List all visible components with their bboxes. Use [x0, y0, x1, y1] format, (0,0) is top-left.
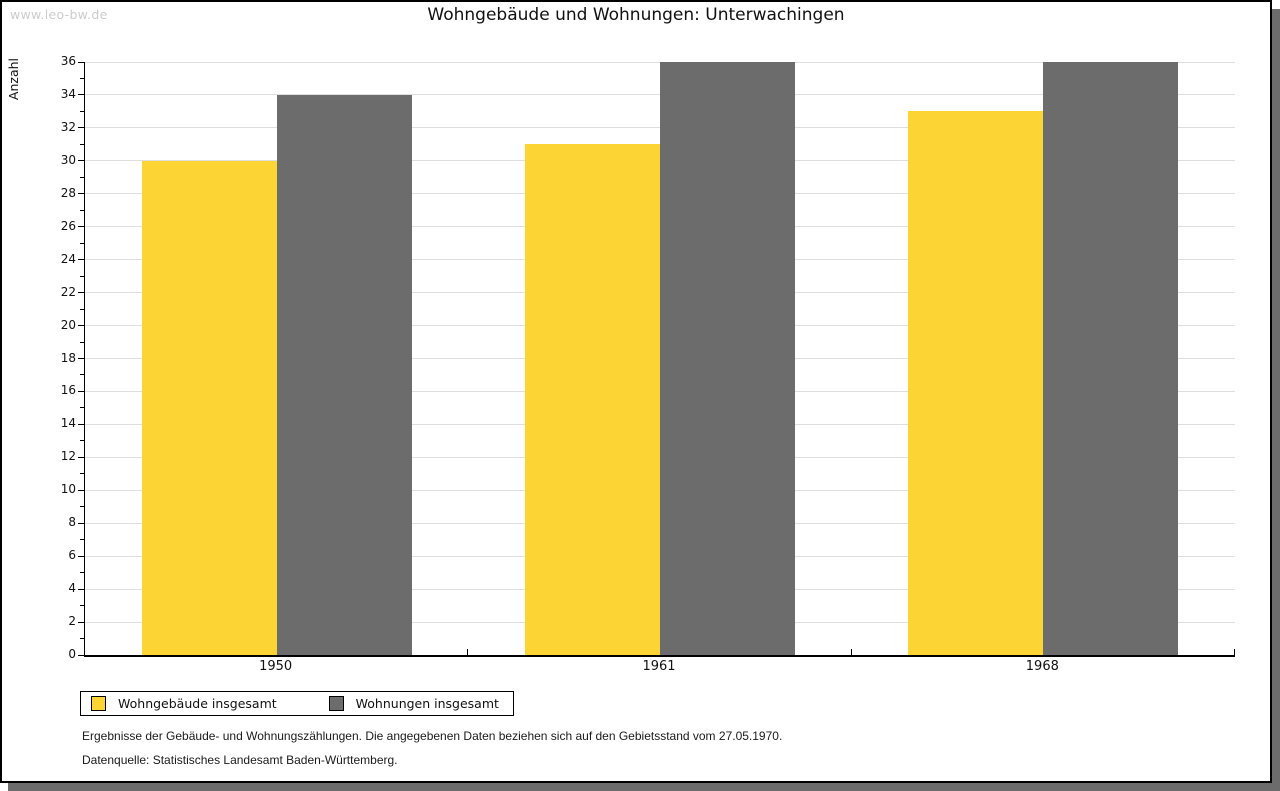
y-tick-label: 22	[60, 284, 76, 299]
y-minor-tick	[80, 638, 84, 640]
y-tick-label: 16	[60, 383, 76, 398]
y-minor-tick	[80, 143, 84, 145]
y-major-tick	[78, 621, 84, 623]
y-major-tick	[78, 522, 84, 524]
y-minor-tick	[80, 572, 84, 574]
y-minor-tick	[80, 605, 84, 607]
x-tick-label: 1961	[642, 659, 676, 674]
y-major-tick	[78, 358, 84, 359]
y-minor-tick	[80, 506, 84, 508]
legend-label: Wohnungen insgesamt	[355, 696, 499, 711]
x-axis-tick	[850, 649, 852, 655]
legend-swatch	[91, 696, 106, 711]
y-tick-label: 10	[60, 482, 76, 497]
y-minor-tick	[80, 308, 84, 310]
bar-series1-1961	[525, 144, 660, 655]
y-major-tick	[78, 94, 84, 96]
y-major-tick	[78, 456, 84, 458]
y-minor-tick	[80, 275, 84, 277]
y-minor-tick	[80, 539, 84, 541]
y-major-tick	[78, 160, 84, 162]
y-major-tick	[78, 489, 84, 491]
y-minor-tick	[80, 440, 84, 442]
y-major-tick	[78, 226, 84, 228]
y-tick-label: 32	[60, 119, 76, 134]
bar-series2-1968	[1043, 62, 1179, 655]
y-tick-label: 0	[68, 647, 76, 661]
y-tick-label: 34	[60, 86, 76, 101]
y-tick-label: 28	[60, 185, 76, 200]
y-tick-label: 30	[60, 152, 76, 167]
source-note: Datenquelle: Statistisches Landesamt Bad…	[82, 753, 398, 767]
y-major-tick	[78, 61, 84, 63]
legend-item: Wohngebäude insgesamt	[91, 696, 277, 711]
y-tick-label: 2	[68, 614, 76, 629]
y-tick-label: 4	[68, 581, 76, 596]
y-major-tick	[78, 325, 84, 327]
y-major-tick	[78, 423, 84, 425]
footer-note: Ergebnisse der Gebäude- und Wohnungszähl…	[82, 729, 783, 743]
y-tick-label: 12	[60, 449, 76, 464]
y-minor-tick	[80, 341, 84, 343]
bar-series1-1950	[141, 160, 277, 655]
bar-series2-1950	[276, 94, 412, 655]
y-tick-label: 36	[60, 54, 76, 68]
legend-label: Wohngebäude insgesamt	[118, 696, 277, 711]
y-major-tick	[78, 390, 84, 392]
plot-area	[84, 61, 1235, 657]
y-major-tick	[78, 292, 84, 294]
page-title: Wohngebäude und Wohnungen: Unterwachinge…	[427, 5, 845, 25]
y-major-tick	[78, 588, 84, 590]
watermark: www.leo-bw.de	[10, 7, 108, 22]
y-major-tick	[78, 259, 84, 261]
bar-series2-1961	[660, 62, 795, 655]
y-tick-label: 24	[60, 251, 76, 266]
x-tick-label: 1968	[1025, 659, 1059, 674]
bar-series1-1968	[908, 111, 1044, 655]
y-minor-tick	[80, 209, 84, 211]
y-tick-label: 6	[68, 548, 76, 563]
y-minor-tick	[80, 374, 84, 376]
y-major-tick	[78, 654, 84, 656]
x-tick-label: 1950	[259, 659, 293, 674]
y-minor-tick	[80, 407, 84, 409]
legend-swatch	[328, 696, 344, 711]
y-minor-tick	[80, 176, 84, 178]
y-minor-tick	[80, 473, 84, 475]
legend: Wohngebäude insgesamt Wohnungen insgesamt	[80, 691, 514, 716]
x-axis-tick	[1234, 649, 1235, 655]
y-major-tick	[78, 555, 84, 557]
y-tick-label: 18	[60, 350, 76, 365]
y-tick-label: 20	[60, 317, 76, 332]
legend-item: Wohnungen insgesamt	[328, 696, 499, 711]
y-minor-tick	[80, 77, 84, 79]
y-major-tick	[78, 193, 84, 195]
y-tick-label: 8	[68, 515, 76, 530]
x-axis-tick	[467, 649, 469, 655]
y-minor-tick	[80, 110, 84, 112]
y-tick-label: 14	[60, 416, 76, 431]
y-major-tick	[78, 127, 84, 129]
y-minor-tick	[80, 242, 84, 244]
y-tick-label: 26	[60, 218, 76, 233]
